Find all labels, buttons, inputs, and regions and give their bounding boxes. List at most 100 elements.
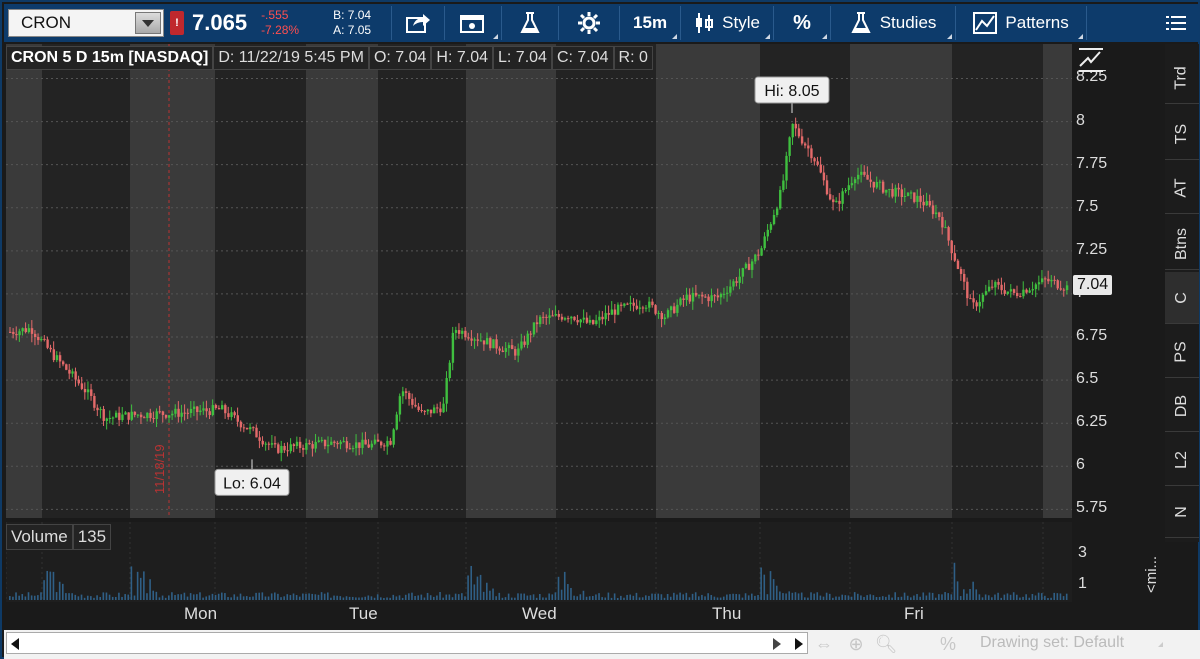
candle-body [398,396,402,415]
candle-body [308,443,311,445]
candle-body [953,253,957,261]
tab-l2[interactable]: L2 [1165,434,1199,486]
volume-bar [24,596,27,600]
volume-bar [539,594,541,600]
volume-bar [367,595,370,600]
chart-settings-button[interactable] [559,4,619,42]
alert-badge[interactable]: ! [170,11,184,35]
tab-trd[interactable]: Trd [1165,52,1199,104]
candle-body [168,415,171,418]
expand-time-axis-icon[interactable]: ⇔ [815,633,833,654]
candle-body [105,418,109,421]
price-tick: 7.75 [1076,154,1108,172]
price-tick: 8 [1076,111,1085,129]
candle-body [504,348,508,352]
volume-bar [641,597,644,600]
timeframe-button[interactable]: 15m [620,4,680,42]
flexible-grid-button[interactable] [445,4,501,42]
candle-body [27,328,31,333]
candle-body [426,409,430,412]
percentage-button[interactable]: % [774,4,830,42]
candle-body [897,187,900,190]
volume-bar [464,596,466,600]
candle-body [473,339,476,341]
volume-bar [679,592,681,600]
volume-bar [676,594,678,600]
drawing-set-selector[interactable]: Drawing set: Default [980,634,1125,651]
candle-body [860,171,863,175]
candle-body [348,448,352,450]
candle-body [136,414,140,416]
volume-bar [704,596,706,600]
volume-bar [542,597,544,600]
candle-body [270,443,274,445]
scroll-left-arrow-icon[interactable] [11,638,19,650]
beaker-button[interactable] [502,4,558,42]
volume-pane[interactable] [6,522,1072,602]
candle-body [710,295,713,302]
candle-body [875,182,879,188]
tab-btns[interactable]: Btns [1165,218,1199,270]
scroll-thumb[interactable] [29,636,769,650]
volume-bar [800,592,803,600]
candle-body [866,174,869,180]
candle-body [679,298,682,305]
scroll-right-arrow-icon[interactable] [773,638,781,650]
tab-ts[interactable]: TS [1165,108,1199,160]
studies-button[interactable]: Studies [831,4,955,42]
candle-body [535,322,539,325]
candle-body [732,281,735,287]
horizontal-scrollbar[interactable] [6,632,808,654]
candle-body [414,404,417,407]
volume-bar [972,581,974,600]
tab-db[interactable]: DB [1165,380,1199,432]
candle-body [551,315,554,317]
time-axis[interactable]: Mon Tue Wed Thu Fri [6,602,1072,628]
candle-body [916,195,919,202]
volume-bar [881,596,884,600]
candle-body [133,411,137,415]
price-tick: 6.25 [1076,413,1108,431]
volume-bar [115,596,117,600]
tab-ps[interactable]: PS [1165,326,1199,378]
patterns-button[interactable]: Patterns [956,4,1086,42]
percentage-icon[interactable]: % [939,633,956,654]
price-chart-pane[interactable]: 11/18/19 Hi: 8.05 Lo: 6.04 [6,44,1072,518]
tab-c[interactable]: C [1165,272,1199,324]
volume-bar [741,597,744,600]
candle-body [180,412,183,417]
candle-body [49,347,52,350]
candle-body [757,254,760,256]
zoom-icon[interactable]: 🔍︎ [874,633,898,654]
toolbar-divider [619,6,621,40]
volume-bar [298,596,301,600]
candle-body [682,298,685,300]
drawing-set-dropdown-icon[interactable] [1158,642,1163,647]
candle-body [30,328,34,334]
volume-bar [567,584,569,600]
volume-bar [610,597,613,600]
menu-button[interactable] [1152,4,1200,42]
candle-body [174,408,177,414]
mini-panel-toggle[interactable]: <mi... [1142,544,1162,604]
volume-bar [813,593,815,600]
symbol-dropdown-button[interactable] [135,12,161,34]
candle-body [560,316,564,320]
style-button[interactable]: Style [681,4,773,42]
scroll-end-arrow-icon[interactable] [795,638,803,650]
tab-n[interactable]: N [1165,486,1199,538]
candle-body [501,350,504,352]
candle-body [719,294,723,298]
expand-icon[interactable] [1076,46,1106,74]
share-button[interactable] [392,4,444,42]
studies-label: Studies [879,13,937,32]
volume-bar [548,593,550,600]
volume-bar [1031,593,1034,600]
candle-body [489,338,492,349]
tab-at[interactable]: AT [1165,162,1199,214]
tab-label: AT [1172,177,1190,198]
crosshair-icon[interactable]: ⊕ [848,633,864,654]
volume-bar [1019,597,1021,600]
symbol-input[interactable]: CRON [8,9,164,37]
candle-body [694,292,698,296]
